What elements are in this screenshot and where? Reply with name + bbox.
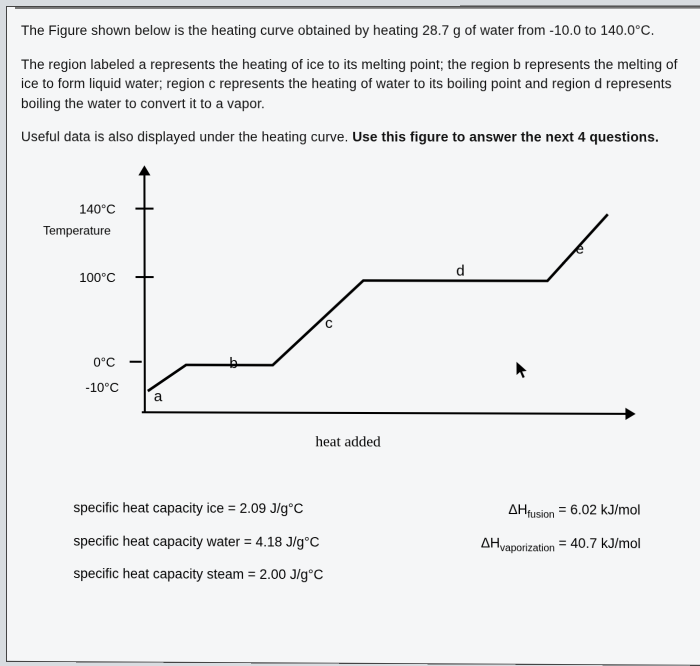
fact-fusion: ΔHfusion = 6.02 kJ/mol — [508, 502, 640, 522]
y-tick-140 — [135, 207, 153, 209]
y-tick-0 — [130, 361, 142, 363]
x-axis — [142, 411, 628, 415]
x-axis-title: heat added — [315, 434, 380, 451]
fact-row-1: specific heat capacity ice = 2.09 J/g°C … — [73, 500, 640, 521]
region-label-b: b — [229, 355, 237, 372]
dh-prefix-2: ΔH — [481, 535, 500, 550]
question-page: The Figure shown below is the heating cu… — [6, 6, 700, 666]
top-border — [15, 7, 700, 9]
region-label-c: c — [325, 315, 333, 332]
dh-prefix: ΔH — [508, 502, 527, 517]
mouse-cursor-icon — [515, 361, 529, 379]
fact-water-heat: specific heat capacity water = 4.18 J/g°… — [73, 533, 319, 549]
useful-prefix: Useful data is also displayed under the … — [21, 129, 352, 144]
region-label-a: a — [154, 388, 162, 405]
x-axis-arrow-icon — [625, 408, 635, 420]
y-label-neg10: -10°C — [85, 380, 119, 395]
fact-row-2: specific heat capacity water = 4.18 J/g°… — [73, 533, 640, 555]
heating-curve-chart: Temperature 140°C 100°C 0°C -10°C a b c … — [33, 161, 681, 486]
region-label-e: e — [576, 240, 585, 257]
y-label-140: 140°C — [79, 201, 115, 216]
fact-vaporization: ΔHvaporization = 40.7 kJ/mol — [481, 535, 641, 555]
intro-text: The Figure shown below is the heating cu… — [21, 21, 690, 41]
y-label-100: 100°C — [79, 270, 115, 285]
y-label-0: 0°C — [93, 354, 115, 369]
dh-sub: fusion — [527, 510, 554, 521]
dh-sub-2: vaporization — [500, 543, 555, 554]
heating-curve-polyline — [143, 171, 629, 419]
dh-value: = 6.02 kJ/mol — [554, 502, 640, 518]
fact-steam-heat: specific heat capacity steam = 2.00 J/g°… — [73, 566, 323, 582]
y-tick-100 — [136, 276, 154, 278]
useful-bold: Use this figure to answer the next 4 que… — [352, 130, 659, 145]
reference-data: specific heat capacity ice = 2.09 J/g°C … — [73, 500, 641, 584]
fact-row-3: specific heat capacity steam = 2.00 J/g°… — [73, 566, 640, 584]
region-label-d: d — [456, 262, 465, 279]
dh-value-2: = 40.7 kJ/mol — [555, 535, 641, 551]
curve-path — [148, 213, 610, 392]
useful-data-note: Useful data is also displayed under the … — [21, 127, 690, 147]
region-description: The region labeled a represents the heat… — [21, 55, 690, 114]
y-axis-title: Temperature — [43, 223, 111, 237]
fact-ice-heat: specific heat capacity ice = 2.09 J/g°C — [73, 500, 303, 516]
